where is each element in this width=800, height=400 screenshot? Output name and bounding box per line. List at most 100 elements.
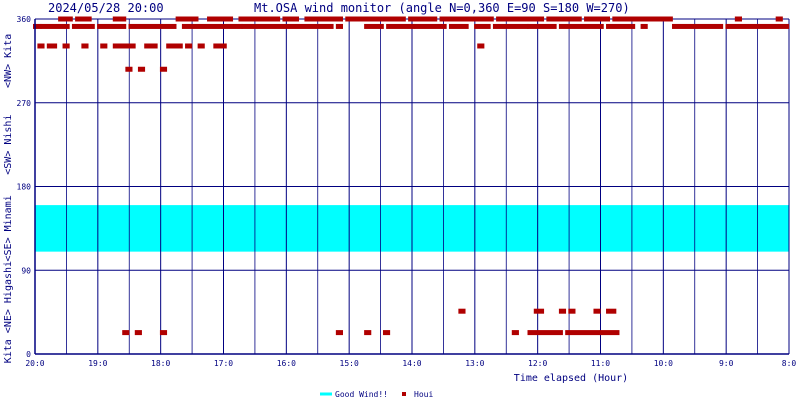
houi-point	[477, 43, 485, 49]
houi-point	[584, 16, 611, 22]
x-tick-label: 20:0	[25, 359, 44, 368]
x-tick-label: 16:0	[277, 359, 296, 368]
x-tick-label: 13:0	[465, 359, 484, 368]
houi-point	[207, 16, 234, 22]
y-sector-label: Kita <NE> Higashi	[3, 261, 14, 363]
houi-point	[558, 308, 567, 314]
houi-point	[568, 308, 576, 314]
houi-point	[408, 16, 438, 22]
houi-point	[448, 23, 469, 29]
houi-point	[128, 23, 177, 29]
houi-point	[527, 330, 563, 336]
houi-point	[593, 308, 601, 314]
houi-point	[75, 16, 92, 22]
houi-point	[282, 16, 300, 22]
houi-point	[345, 16, 406, 22]
header-datetime: 2024/05/28 20:00	[48, 1, 164, 15]
houi-point	[672, 23, 724, 29]
legend-good-wind-label: Good Wind!!	[335, 390, 388, 399]
y-tick-label: 90	[21, 266, 31, 275]
houi-point	[112, 43, 136, 49]
houi-point	[241, 23, 334, 29]
houi-point	[112, 16, 127, 22]
houi-point	[185, 43, 193, 49]
houi-point	[81, 43, 89, 49]
houi-point	[175, 16, 199, 22]
x-tick-label: 14:0	[402, 359, 421, 368]
houi-point	[181, 23, 243, 29]
houi-point	[97, 23, 127, 29]
houi-point	[364, 330, 372, 336]
houi-point	[474, 23, 491, 29]
houi-point	[122, 330, 130, 336]
houi-point	[527, 23, 557, 29]
y-sector-label: <SW> Nishi	[3, 115, 14, 175]
legend-houi-label: Houi	[414, 390, 433, 399]
x-tick-label: 12:0	[528, 359, 547, 368]
x-tick-label: 11:0	[591, 359, 610, 368]
houi-point	[335, 330, 343, 336]
y-sector-label: <NW> Kita	[3, 34, 14, 88]
houi-point	[159, 330, 168, 336]
houi-point	[558, 23, 604, 29]
houi-point	[304, 16, 343, 22]
houi-point	[166, 43, 183, 49]
houi-points-layer	[33, 16, 790, 336]
houi-point	[134, 330, 142, 336]
x-axis-label: Time elapsed (Hour)	[514, 373, 628, 384]
x-tick-label: 9:0	[719, 359, 734, 368]
y-tick-label: 360	[17, 15, 32, 24]
legend: Good Wind!! Houi	[320, 390, 433, 399]
y-tick-label: 270	[17, 99, 32, 108]
houi-point	[137, 66, 146, 72]
houi-point	[46, 43, 58, 49]
houi-point	[612, 16, 673, 22]
houi-point	[546, 16, 582, 22]
axis-layer: 0 90 180 270 360 20:0 19:0 18:0 17:0 16:0 15:0 14:0…	[3, 15, 796, 384]
houi-point	[71, 23, 95, 29]
x-tick-label: 17:0	[214, 359, 233, 368]
houi-point	[58, 16, 73, 22]
houi-point	[565, 330, 601, 336]
houi-point	[125, 66, 133, 72]
houi-point	[40, 23, 70, 29]
houi-point	[458, 308, 466, 314]
houi-point	[492, 23, 529, 29]
houi-point	[599, 330, 620, 336]
houi-point	[62, 43, 70, 49]
houi-point	[640, 23, 648, 29]
x-tick-label: 15:0	[340, 359, 359, 368]
houi-point	[382, 330, 391, 336]
houi-point	[775, 16, 783, 22]
houi-point	[37, 43, 45, 49]
houi-point	[33, 23, 42, 29]
houi-point	[511, 330, 519, 336]
y-sector-label: <SE> Minami	[3, 195, 14, 261]
houi-point	[606, 23, 636, 29]
x-tick-label: 10:0	[654, 359, 673, 368]
houi-point	[606, 308, 617, 314]
houi-point	[213, 43, 227, 49]
houi-point	[100, 43, 108, 49]
houi-point	[335, 23, 343, 29]
houi-point	[734, 16, 742, 22]
chart-title: Mt.OSA wind monitor (angle N=0,360 E=90 …	[254, 1, 630, 15]
houi-point	[414, 23, 447, 29]
houi-point	[725, 23, 790, 29]
y-tick-label: 0	[26, 350, 31, 359]
houi-point	[159, 66, 168, 72]
houi-point	[496, 16, 545, 22]
grid-layer	[34, 18, 790, 354]
x-tick-label: 8:0	[782, 359, 797, 368]
houi-point	[238, 16, 281, 22]
houi-point	[533, 308, 545, 314]
y-tick-label: 180	[17, 183, 32, 192]
legend-houi-swatch	[402, 392, 406, 396]
houi-point	[144, 43, 158, 49]
houi-point	[439, 16, 494, 22]
houi-point	[386, 23, 416, 29]
houi-point	[197, 43, 205, 49]
x-tick-label: 18:0	[151, 359, 170, 368]
